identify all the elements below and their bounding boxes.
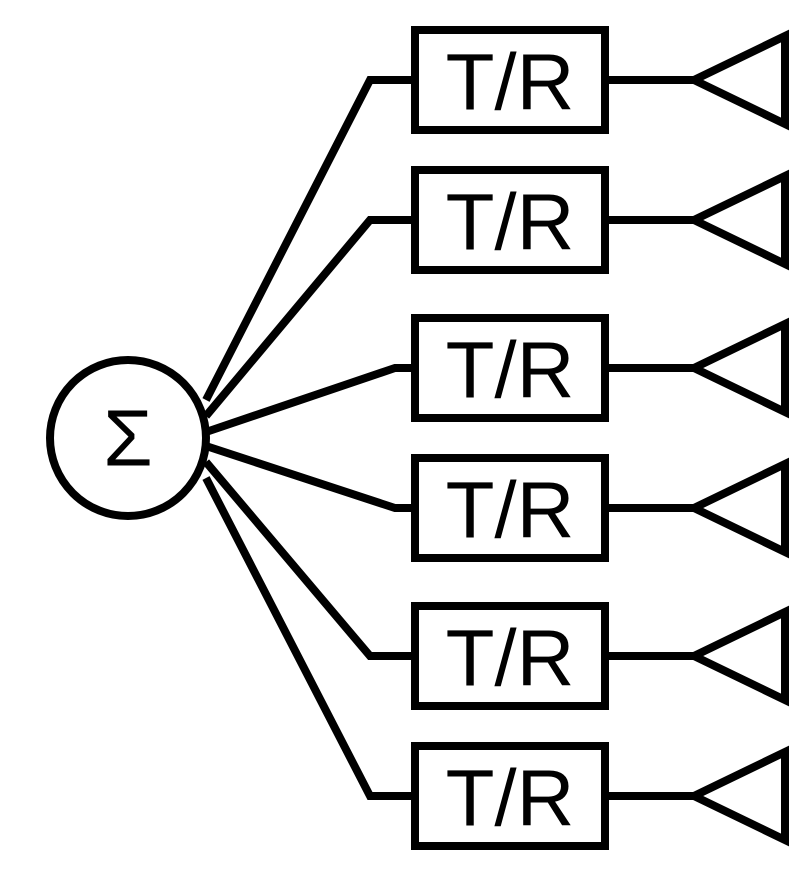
tr-module-label: T/R (446, 614, 575, 703)
tr-module-label: T/R (446, 38, 575, 127)
tr-module-label: T/R (446, 326, 575, 415)
sigma-label: Σ (103, 394, 152, 483)
tr-module-label: T/R (446, 754, 575, 843)
tr-module-label: T/R (446, 178, 575, 267)
tr-module-label: T/R (446, 466, 575, 555)
